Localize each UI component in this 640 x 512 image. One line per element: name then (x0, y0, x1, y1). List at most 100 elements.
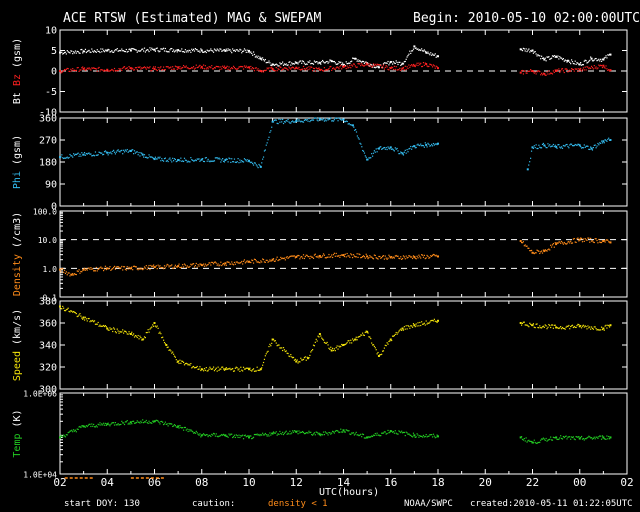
data-point (133, 69, 136, 71)
data-point (302, 60, 304, 62)
data-point (539, 146, 541, 148)
data-point (537, 250, 539, 252)
data-point (153, 48, 156, 51)
data-point (578, 436, 580, 438)
data-point (316, 340, 318, 342)
data-point (423, 254, 425, 256)
data-point (230, 161, 232, 164)
data-point (545, 60, 547, 62)
data-point (286, 352, 288, 354)
data-point (524, 324, 526, 326)
data-point (531, 70, 534, 72)
data-point (366, 436, 369, 439)
data-point (86, 67, 88, 69)
data-point (120, 150, 122, 152)
data-point (208, 434, 210, 437)
data-point (202, 263, 205, 265)
data-point (86, 269, 88, 271)
data-point (299, 68, 301, 71)
data-point (333, 68, 336, 70)
data-point (72, 53, 74, 55)
data-point (325, 69, 327, 71)
data-point (200, 436, 202, 438)
data-point (283, 257, 286, 259)
data-point (65, 53, 67, 55)
data-point (108, 49, 110, 51)
data-point (255, 434, 257, 436)
data-point (249, 435, 251, 437)
data-point (273, 260, 276, 262)
data-point (570, 438, 572, 440)
data-point (361, 256, 363, 259)
data-point (143, 154, 146, 156)
data-point (123, 266, 126, 268)
data-point (364, 257, 366, 259)
data-point (351, 432, 354, 434)
data-point (239, 48, 241, 50)
data-point (604, 438, 606, 440)
data-point (391, 257, 394, 259)
data-point (560, 328, 563, 330)
data-point (346, 65, 348, 67)
data-point (417, 322, 419, 324)
data-point (81, 152, 83, 154)
data-point (550, 436, 552, 438)
data-point (333, 119, 336, 121)
data-point (132, 67, 134, 69)
data-point (78, 52, 80, 54)
data-point (275, 258, 277, 260)
data-point (122, 422, 124, 424)
data-point (322, 59, 324, 62)
data-point (281, 347, 283, 349)
data-point (528, 326, 530, 328)
data-point (585, 145, 587, 147)
data-point (222, 368, 225, 370)
data-point (583, 144, 585, 146)
data-point (431, 434, 433, 436)
data-point (351, 338, 354, 340)
data-point (240, 161, 242, 163)
data-point (352, 63, 355, 65)
data-point (570, 59, 573, 61)
data-point (269, 259, 271, 261)
data-point (216, 264, 218, 266)
data-point (534, 146, 536, 149)
data-point (64, 436, 67, 438)
y-tick-label: 300 (39, 385, 57, 396)
data-point (555, 243, 558, 246)
data-point (230, 50, 232, 52)
data-point (156, 158, 158, 160)
data-point (297, 433, 299, 435)
data-point (281, 433, 283, 435)
data-point (71, 50, 73, 52)
data-point (220, 48, 222, 50)
data-point (588, 435, 590, 437)
data-point (143, 421, 146, 423)
y-tick-label: 380 (39, 297, 57, 308)
data-point (602, 58, 605, 61)
data-point (232, 264, 235, 266)
data-point (305, 254, 307, 256)
data-point (178, 362, 180, 365)
data-point (606, 327, 608, 329)
data-point (569, 242, 571, 244)
data-point (371, 344, 374, 346)
data-point (308, 357, 310, 359)
data-point (287, 64, 289, 66)
data-point (338, 431, 340, 434)
data-point (123, 422, 125, 424)
data-point (123, 50, 125, 52)
data-point (150, 422, 152, 424)
data-point (204, 369, 206, 371)
data-point (112, 150, 114, 152)
data-point (119, 49, 121, 52)
data-point (537, 70, 539, 72)
data-point (183, 426, 186, 429)
data-point (342, 344, 345, 346)
data-point (336, 345, 338, 347)
data-point (220, 261, 222, 263)
data-point (522, 321, 525, 323)
data-point (431, 255, 433, 257)
data-point (124, 68, 127, 70)
data-point (264, 355, 266, 357)
